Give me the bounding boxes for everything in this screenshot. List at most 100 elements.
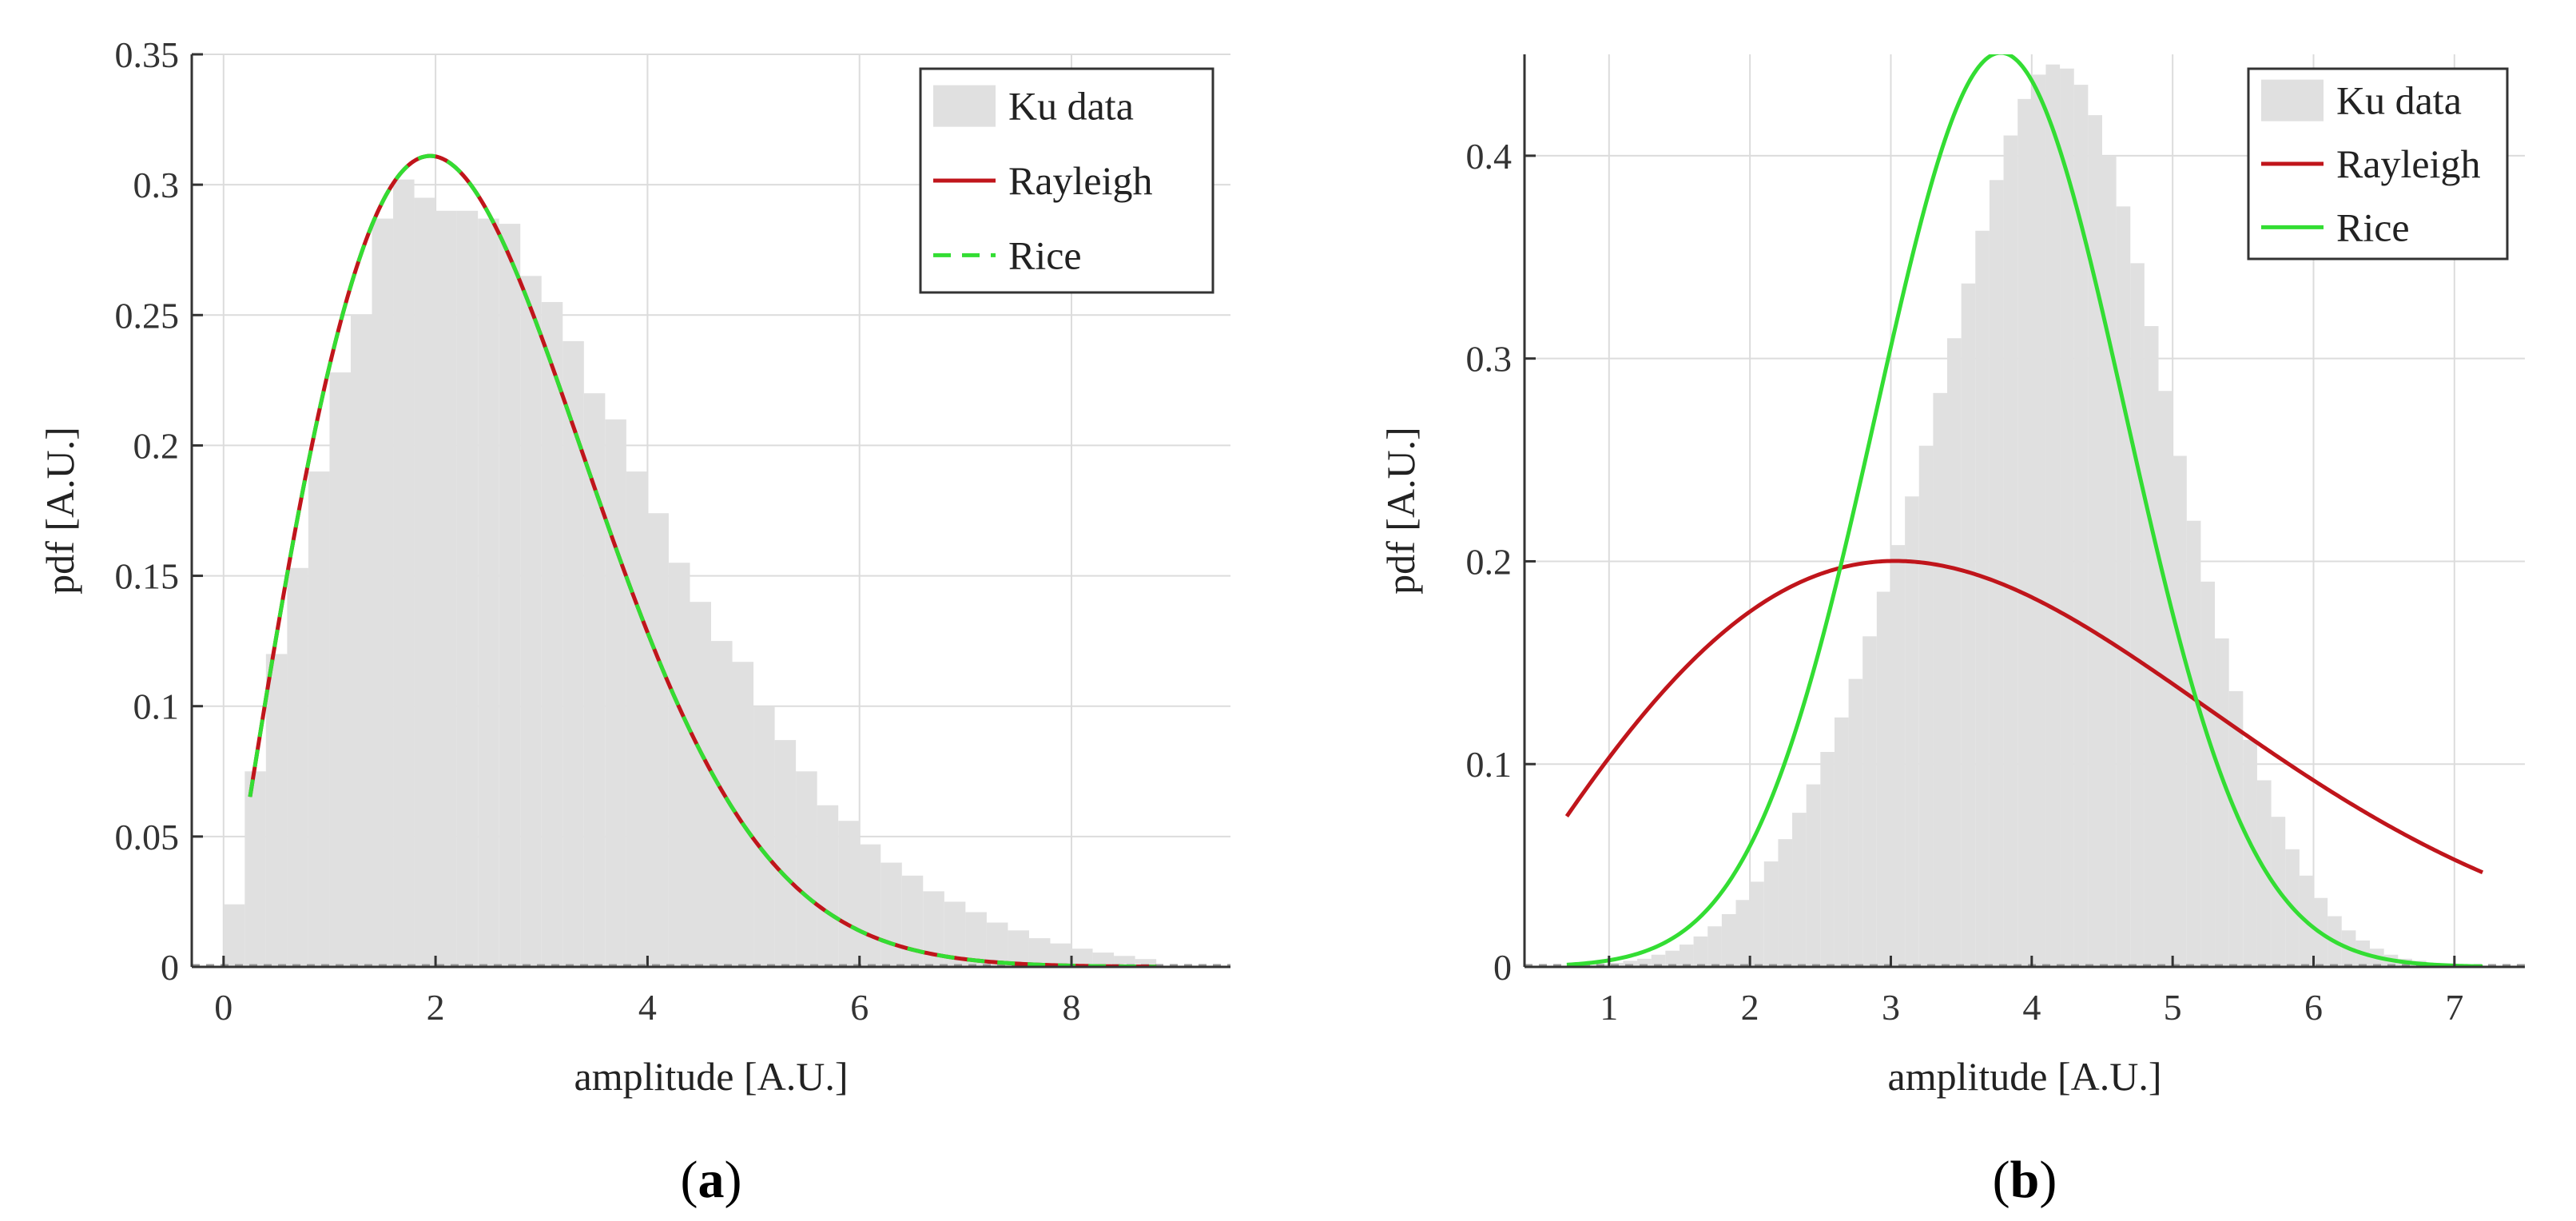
histogram-bar [1050,943,1072,967]
histogram-bar [2031,74,2046,967]
histogram-bar [244,771,266,967]
legend-swatch-ku-data [2261,79,2324,121]
x-tick-label: 3 [1882,987,1900,1028]
histogram-bar [1947,338,1962,967]
histogram-bar [753,706,775,967]
histogram-bar [435,210,457,967]
histogram-bar [2215,638,2229,967]
histogram-bar [541,301,563,967]
histogram-bar [1989,180,2004,967]
y-tick-label: 0.15 [115,556,180,597]
histogram-bar [1750,881,1764,967]
histogram-bar [1721,914,1736,967]
x-tick-label: 6 [850,987,869,1028]
histogram-bar [2130,263,2145,967]
histogram-bar [1735,900,1751,967]
histogram-bar [393,179,415,967]
histogram-bar [1933,392,1948,967]
y-tick-label: 0.05 [115,817,180,857]
x-tick-label: 0 [214,987,233,1028]
histogram-bar [817,805,839,967]
histogram-bar [1975,230,1990,967]
legend: Ku data Rayleigh Rice [2247,67,2509,261]
x-axis-label: amplitude [A.U.] [1888,1054,2162,1099]
histogram-bar [308,471,330,967]
y-tick-label: 0.35 [115,34,180,75]
histogram-bar [2186,520,2201,967]
histogram-bar [647,513,669,967]
histogram-bar [1028,938,1051,967]
histogram-bar [478,218,499,967]
y-tick-label: 0.3 [133,165,180,205]
histogram-bar [414,197,436,967]
histogram-bar [520,276,542,967]
histogram-bar [2144,326,2159,967]
y-tick-label: 0 [1493,947,1512,988]
x-tick-label: 8 [1063,987,1081,1028]
histogram-bar [2243,739,2257,967]
histogram-bar [2017,98,2032,967]
histogram-bar [1834,717,1849,967]
histogram-bar [2088,115,2102,967]
legend-label: Ku data [2336,78,2462,123]
histogram-bar [1693,936,1708,967]
y-tick-label: 0 [161,947,179,988]
x-tick-label: 7 [2445,987,2463,1028]
x-tick-label: 5 [2164,987,2182,1028]
legend-label: Rice [2336,205,2410,249]
legend-label: Rice [1008,233,1082,277]
histogram-bar [1778,839,1793,967]
histogram-bar [563,340,584,967]
histogram-bar [2060,68,2074,967]
y-axis-label: pdf [A.U.] [38,427,82,595]
histogram-bar [2003,135,2018,967]
series-line-rayleigh [1564,559,2484,875]
histogram-bar [2228,690,2244,967]
histogram-bar [1707,926,1722,967]
histogram-bar [1763,861,1779,967]
histogram-bar [372,218,394,967]
histogram-bar [1651,954,1666,967]
histogram-bar [1135,959,1157,967]
histogram-bar [668,563,690,967]
y-tick-label: 0.25 [115,295,180,336]
histogram-bar [774,740,797,967]
histogram-bar [1665,950,1680,967]
histogram-bar [986,922,1008,967]
x-tick-label: 4 [638,987,657,1028]
histogram-bar [1806,784,1821,967]
histogram-bar [2200,581,2216,967]
histogram-bar [796,771,817,967]
y-tick-label: 0.4 [1466,136,1513,177]
y-tick-label: 0.2 [133,425,180,466]
legend-label: Rayleigh [2336,141,2481,186]
legend: Ku data Rayleigh Rice [919,67,1214,294]
x-tick-label: 1 [1600,987,1618,1028]
legend-swatch-ku-data [933,85,996,127]
histogram-bar [1092,953,1115,967]
histogram-bar [859,844,881,967]
histogram-bar [1848,678,1863,967]
histogram-bar [287,567,308,967]
histogram-bar [1905,496,1919,967]
legend-label: Rayleigh [1008,158,1153,203]
histogram-bar [329,372,351,967]
histogram-bar [2045,64,2061,967]
histogram-bar [583,393,606,967]
chart-a: 0 0.05 0.1 0.15 0.2 0.25 0.3 0.35 0 2 4 6 8 amplitude… [38,34,1230,1209]
histogram-bar [2101,155,2117,967]
histogram-bar [2073,85,2089,967]
histogram-bar [2173,455,2187,967]
histogram-bar [1961,283,1976,967]
histogram-bar [1918,445,1934,967]
histogram [223,179,1157,967]
histogram-bar [626,471,648,967]
series-line-rice [1566,54,2483,967]
histogram-bar [1792,813,1807,967]
histogram-bar [690,602,711,967]
y-axis-label: pdf [A.U.] [1378,427,1423,595]
histogram-bar [1637,958,1652,967]
histogram-bar [350,315,372,967]
chart-b: 0 0.1 0.2 0.3 0.4 1 2 3 4 5 6 7 amplitude [A.U.] pdf … [1378,54,2525,1209]
